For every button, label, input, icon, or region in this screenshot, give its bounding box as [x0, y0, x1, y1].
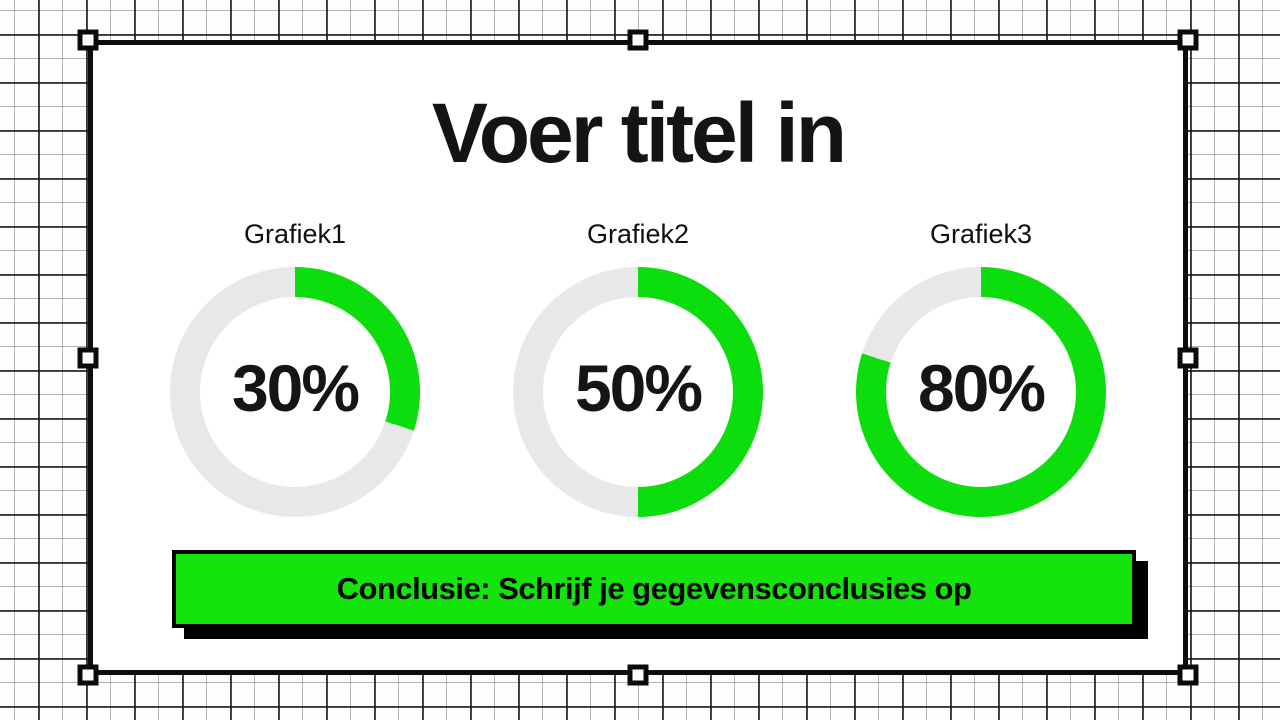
donut-value: 50%: [574, 351, 703, 425]
selection-frame: [77, 29, 1199, 686]
chart-grafiek1[interactable]: Grafiek1 30%: [170, 217, 420, 517]
donut-chart-1[interactable]: 30%: [170, 267, 420, 517]
slide-canvas[interactable]: Voer titel in Grafiek1 30% Grafiek2 50% …: [77, 29, 1199, 686]
resize-handle-top-left[interactable]: [77, 29, 99, 51]
resize-handle-top-center[interactable]: [627, 29, 649, 51]
resize-handle-bottom-left[interactable]: [77, 664, 99, 686]
chart-title: Grafiek3: [929, 219, 1033, 249]
donut-hole: 50%: [543, 297, 733, 487]
chart-grafiek3[interactable]: Grafiek3 80%: [856, 217, 1106, 517]
resize-handle-middle-left[interactable]: [77, 347, 99, 368]
chart-grafiek2[interactable]: Grafiek2 50%: [513, 217, 763, 517]
donut-value: 30%: [231, 351, 360, 425]
conclusion-text: Conclusie: Schrijf je gegevensconclusies…: [336, 571, 972, 606]
slide-title[interactable]: Voer titel in: [431, 86, 847, 180]
resize-handle-bottom-center[interactable]: [627, 664, 649, 686]
donut-chart-2[interactable]: 50%: [513, 267, 763, 517]
resize-handle-top-right[interactable]: [1177, 29, 1199, 51]
donut-chart-3[interactable]: 80%: [856, 267, 1106, 517]
chart-title: Grafiek2: [586, 219, 690, 249]
charts-row: Grafiek1 30% Grafiek2 50% Grafiek3 80%: [93, 217, 1183, 517]
resize-handle-bottom-right[interactable]: [1177, 664, 1199, 686]
donut-value: 80%: [917, 351, 1046, 425]
conclusion-banner[interactable]: Conclusie: Schrijf je gegevensconclusies…: [172, 550, 1136, 628]
chart-title: Grafiek1: [243, 219, 347, 249]
donut-hole: 80%: [886, 297, 1076, 487]
resize-handle-middle-right[interactable]: [1177, 347, 1199, 368]
donut-hole: 30%: [200, 297, 390, 487]
